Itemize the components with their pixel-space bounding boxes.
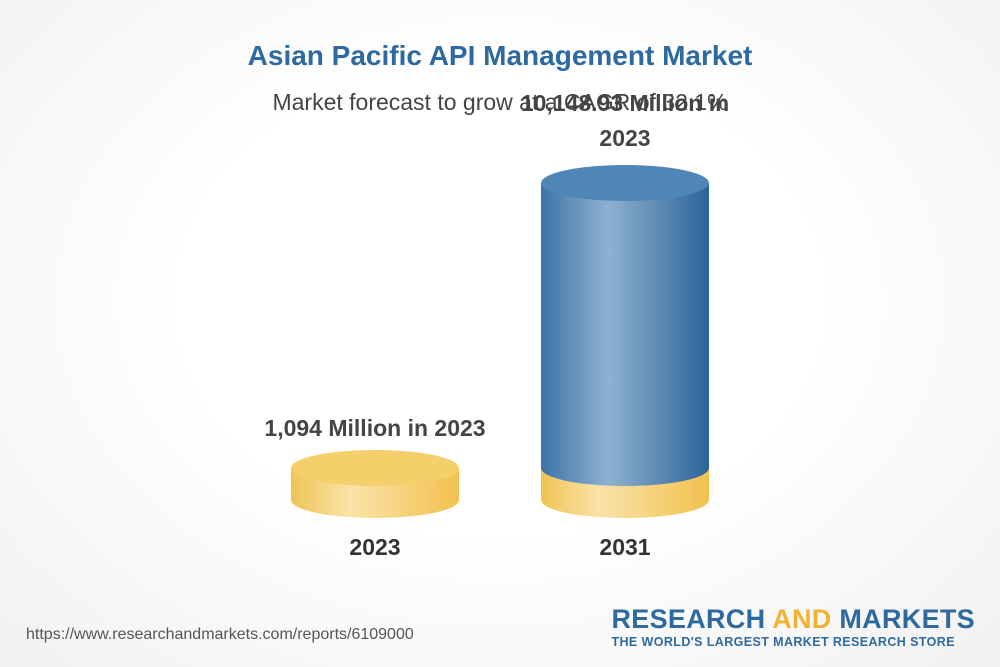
brand-name-part3: MARKETS	[831, 604, 975, 634]
source-url[interactable]: https://www.researchandmarkets.com/repor…	[26, 626, 414, 643]
value-label-2023: 1,094 Million in 2023	[264, 415, 485, 441]
bar-2031-top	[541, 165, 709, 201]
brand-logo: RESEARCH AND MARKETS THE WORLD'S LARGEST…	[611, 604, 975, 649]
chart-subtitle: Market forecast to grow at a CAGR of 32.…	[272, 89, 728, 115]
brand-name-accent: AND	[772, 604, 832, 634]
category-label-2031: 2031	[599, 534, 650, 560]
bar-2031-body	[541, 183, 709, 486]
brand-name-part1: RESEARCH	[611, 604, 773, 634]
brand-name: RESEARCH AND MARKETS	[611, 604, 975, 634]
value-label-2031-line2: 2023	[599, 125, 650, 151]
value-label-2031-line1: 10,148.93 Million in	[521, 90, 729, 116]
bar-2023	[291, 450, 459, 518]
category-label-2023: 2023	[349, 534, 400, 560]
bar-2023-top	[291, 450, 459, 486]
brand-tagline: THE WORLD'S LARGEST MARKET RESEARCH STOR…	[611, 635, 955, 649]
bar-2031	[541, 165, 709, 518]
chart-title: Asian Pacific API Management Market	[247, 40, 753, 71]
